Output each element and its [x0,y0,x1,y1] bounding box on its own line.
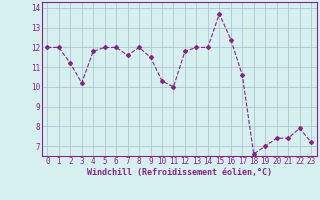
X-axis label: Windchill (Refroidissement éolien,°C): Windchill (Refroidissement éolien,°C) [87,168,272,177]
